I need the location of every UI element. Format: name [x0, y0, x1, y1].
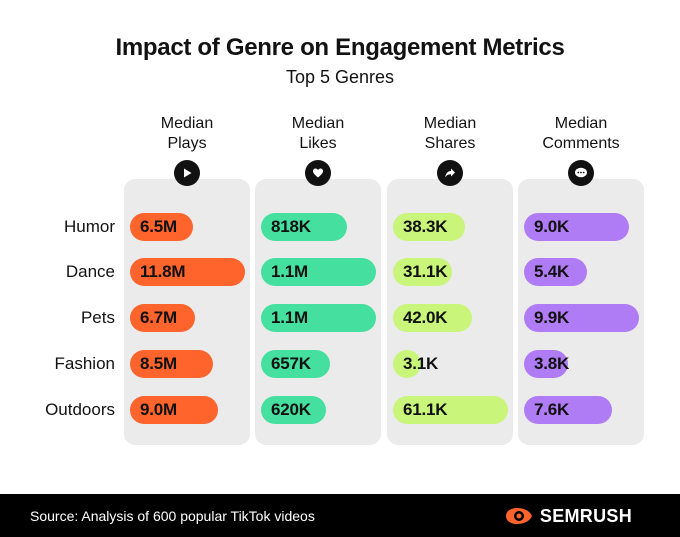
- bar-median-comments-outdoors: [524, 396, 613, 424]
- value-label-median-plays-pets: 6.7M: [140, 308, 177, 327]
- value-label-median-shares-pets: 42.0K: [403, 308, 448, 327]
- row-label-dance: Dance: [65, 262, 115, 281]
- bar-median-comments-fashion: [524, 350, 569, 378]
- bar-median-likes-pets: [261, 304, 376, 332]
- column-header-median-plays: Median Plays: [160, 115, 214, 152]
- value-label-median-plays-outdoors: 9.0M: [140, 400, 177, 419]
- bar-median-plays-outdoors: [130, 396, 218, 424]
- brand-name: SEMRUSH: [539, 505, 632, 526]
- value-label-median-likes-pets: 1.1M: [271, 308, 308, 327]
- heart-icon: [305, 160, 331, 186]
- value-label-median-likes-outdoors: 620K: [271, 400, 311, 419]
- column-header-median-likes: Median Likes: [291, 115, 345, 152]
- source-note: Source: Analysis of 600 popular TikTok v…: [30, 508, 315, 524]
- value-label-median-likes-humor: 818K: [271, 217, 311, 236]
- bar-median-shares-outdoors: [393, 396, 508, 424]
- bar-median-likes-humor: [261, 213, 347, 241]
- value-label-median-comments-humor: 9.0K: [534, 217, 570, 236]
- bar-median-comments-dance: [524, 258, 587, 286]
- value-label-median-comments-outdoors: 7.6K: [534, 400, 570, 419]
- play-icon: [174, 160, 200, 186]
- value-label-median-plays-humor: 6.5M: [140, 217, 177, 236]
- bar-median-likes-outdoors: [261, 396, 326, 424]
- row-label-pets: Pets: [80, 308, 115, 327]
- value-label-median-plays-fashion: 8.5M: [140, 354, 177, 373]
- row-label-humor: Humor: [63, 217, 115, 236]
- chart-title: Impact of Genre on Engagement Metrics: [115, 34, 565, 61]
- bar-median-shares-dance: [393, 258, 452, 286]
- bar-median-shares-humor: [393, 213, 466, 241]
- footer-bar: Source: Analysis of 600 popular TikTok v…: [0, 494, 680, 537]
- value-label-median-shares-dance: 31.1K: [403, 262, 448, 281]
- brand-logo: SEMRUSH: [504, 505, 632, 527]
- bar-median-shares-fashion: [393, 350, 421, 378]
- column-header-median-shares: Median Shares: [423, 115, 477, 152]
- semrush-flame-icon: [505, 508, 532, 524]
- column-header-median-comments: Median Comments: [542, 115, 620, 152]
- value-label-median-shares-fashion: 3.1K: [403, 354, 439, 373]
- bar-median-plays-fashion: [130, 350, 213, 378]
- value-label-median-shares-humor: 38.3K: [403, 217, 448, 236]
- bar-median-plays-pets: [130, 304, 196, 332]
- value-label-median-comments-dance: 5.4K: [534, 262, 570, 281]
- bar-median-plays-dance: [130, 258, 245, 286]
- row-label-fashion: Fashion: [54, 354, 115, 373]
- value-label-median-likes-fashion: 657K: [271, 354, 311, 373]
- value-label-median-comments-fashion: 3.8K: [534, 354, 570, 373]
- value-label-median-shares-outdoors: 61.1K: [403, 400, 448, 419]
- bar-median-likes-dance: [261, 258, 376, 286]
- value-label-median-plays-dance: 11.8M: [140, 262, 186, 281]
- bar-median-plays-humor: [130, 213, 194, 241]
- value-label-median-comments-pets: 9.9K: [534, 308, 570, 327]
- bar-median-likes-fashion: [261, 350, 330, 378]
- value-label-median-likes-dance: 1.1M: [271, 262, 308, 281]
- comment-icon: [568, 160, 594, 186]
- share-icon: [437, 160, 463, 186]
- bar-median-comments-pets: [524, 304, 639, 332]
- bar-median-comments-humor: [524, 213, 629, 241]
- chart-subtitle: Top 5 Genres: [285, 67, 395, 87]
- bar-median-shares-pets: [393, 304, 473, 332]
- row-label-outdoors: Outdoors: [45, 400, 115, 419]
